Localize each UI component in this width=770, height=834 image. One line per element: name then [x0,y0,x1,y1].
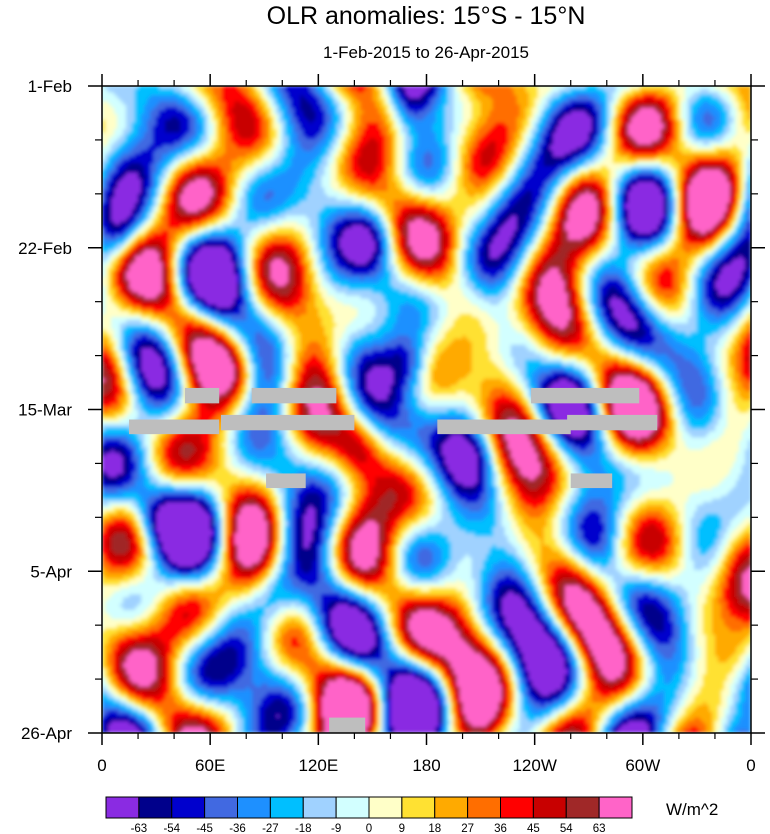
colorbar-label: -18 [295,823,312,834]
missing-data-layer [129,387,658,733]
missing-data-box [437,419,571,435]
colorbar-label: 18 [428,823,441,834]
colorbar-swatch [500,796,534,819]
missing-data-box [129,419,220,435]
y-tick-label: 26-Apr [21,724,72,743]
y-tick-label: 1-Feb [28,77,72,96]
colorbar-swatch [335,796,370,819]
colorbar-label: 27 [461,823,474,834]
colorbar-swatch [532,796,567,819]
colorbar-swatch [171,796,206,819]
chart-title: OLR anomalies: 15°S - 15°N [267,2,586,30]
y-tick-label: 15-Mar [18,401,72,420]
axes: 0 60E 120E 180 120W 60W 0 1-Feb 22-Feb 15-Mar 5-Ap… [18,74,765,775]
colorbar-swatch [237,796,271,819]
colorbar-label: 36 [494,823,507,834]
missing-data-box [251,387,337,404]
missing-data-box [567,414,658,431]
colorbar-swatch [467,796,501,819]
colorbar-swatch [105,796,140,819]
y-tick-label: 22-Feb [18,239,72,258]
missing-data-box [220,414,355,431]
colorbar-swatch [302,796,337,819]
x-tick-label: 0 [746,756,755,775]
colorbar-label: -27 [262,823,279,834]
missing-data-box [266,473,306,489]
colorbar-swatch [598,796,633,819]
x-tick-label: 120E [298,756,338,775]
colorbar-swatch [565,796,600,819]
colorbar-label: 0 [366,823,372,834]
x-tick-label: 180 [412,756,440,775]
missing-data-box [329,717,366,733]
colorbar-label: -63 [131,823,148,834]
y-tick-label: 5-Apr [30,562,72,581]
colorbar-label: -45 [196,823,213,834]
colorbar-label: 9 [399,823,405,834]
chart-subtitle: 1-Feb-2015 to 26-Apr-2015 [323,43,529,62]
missing-data-box [570,473,613,489]
x-tick-label: 120W [512,756,556,775]
colorbar-swatch [138,796,173,819]
missing-data-box [531,387,640,404]
x-tick-label: 60E [195,756,225,775]
colorbar-label: 54 [560,823,573,834]
missing-data-box [184,387,220,404]
x-tick-label: 60W [625,756,660,775]
x-tick-label: 0 [97,756,106,775]
colorbar-units: W/m^2 [666,800,718,819]
colorbar: -63 -54 -45 -36 -27 -18 -9 0 9 18 27 36 45 54 63 [105,796,633,834]
colorbar-label: 63 [593,823,606,834]
colorbar-swatch [434,796,469,819]
plot-area [102,86,751,733]
colorbar-swatch [204,796,238,819]
colorbar-label: 45 [527,823,540,834]
colorbar-label: -9 [331,823,341,834]
colorbar-label: -54 [163,823,180,834]
colorbar-swatch [401,796,436,819]
colorbar-swatch [368,796,403,819]
colorbar-swatch [269,796,304,819]
anomaly-field [102,86,751,733]
colorbar-label: -36 [229,823,246,834]
